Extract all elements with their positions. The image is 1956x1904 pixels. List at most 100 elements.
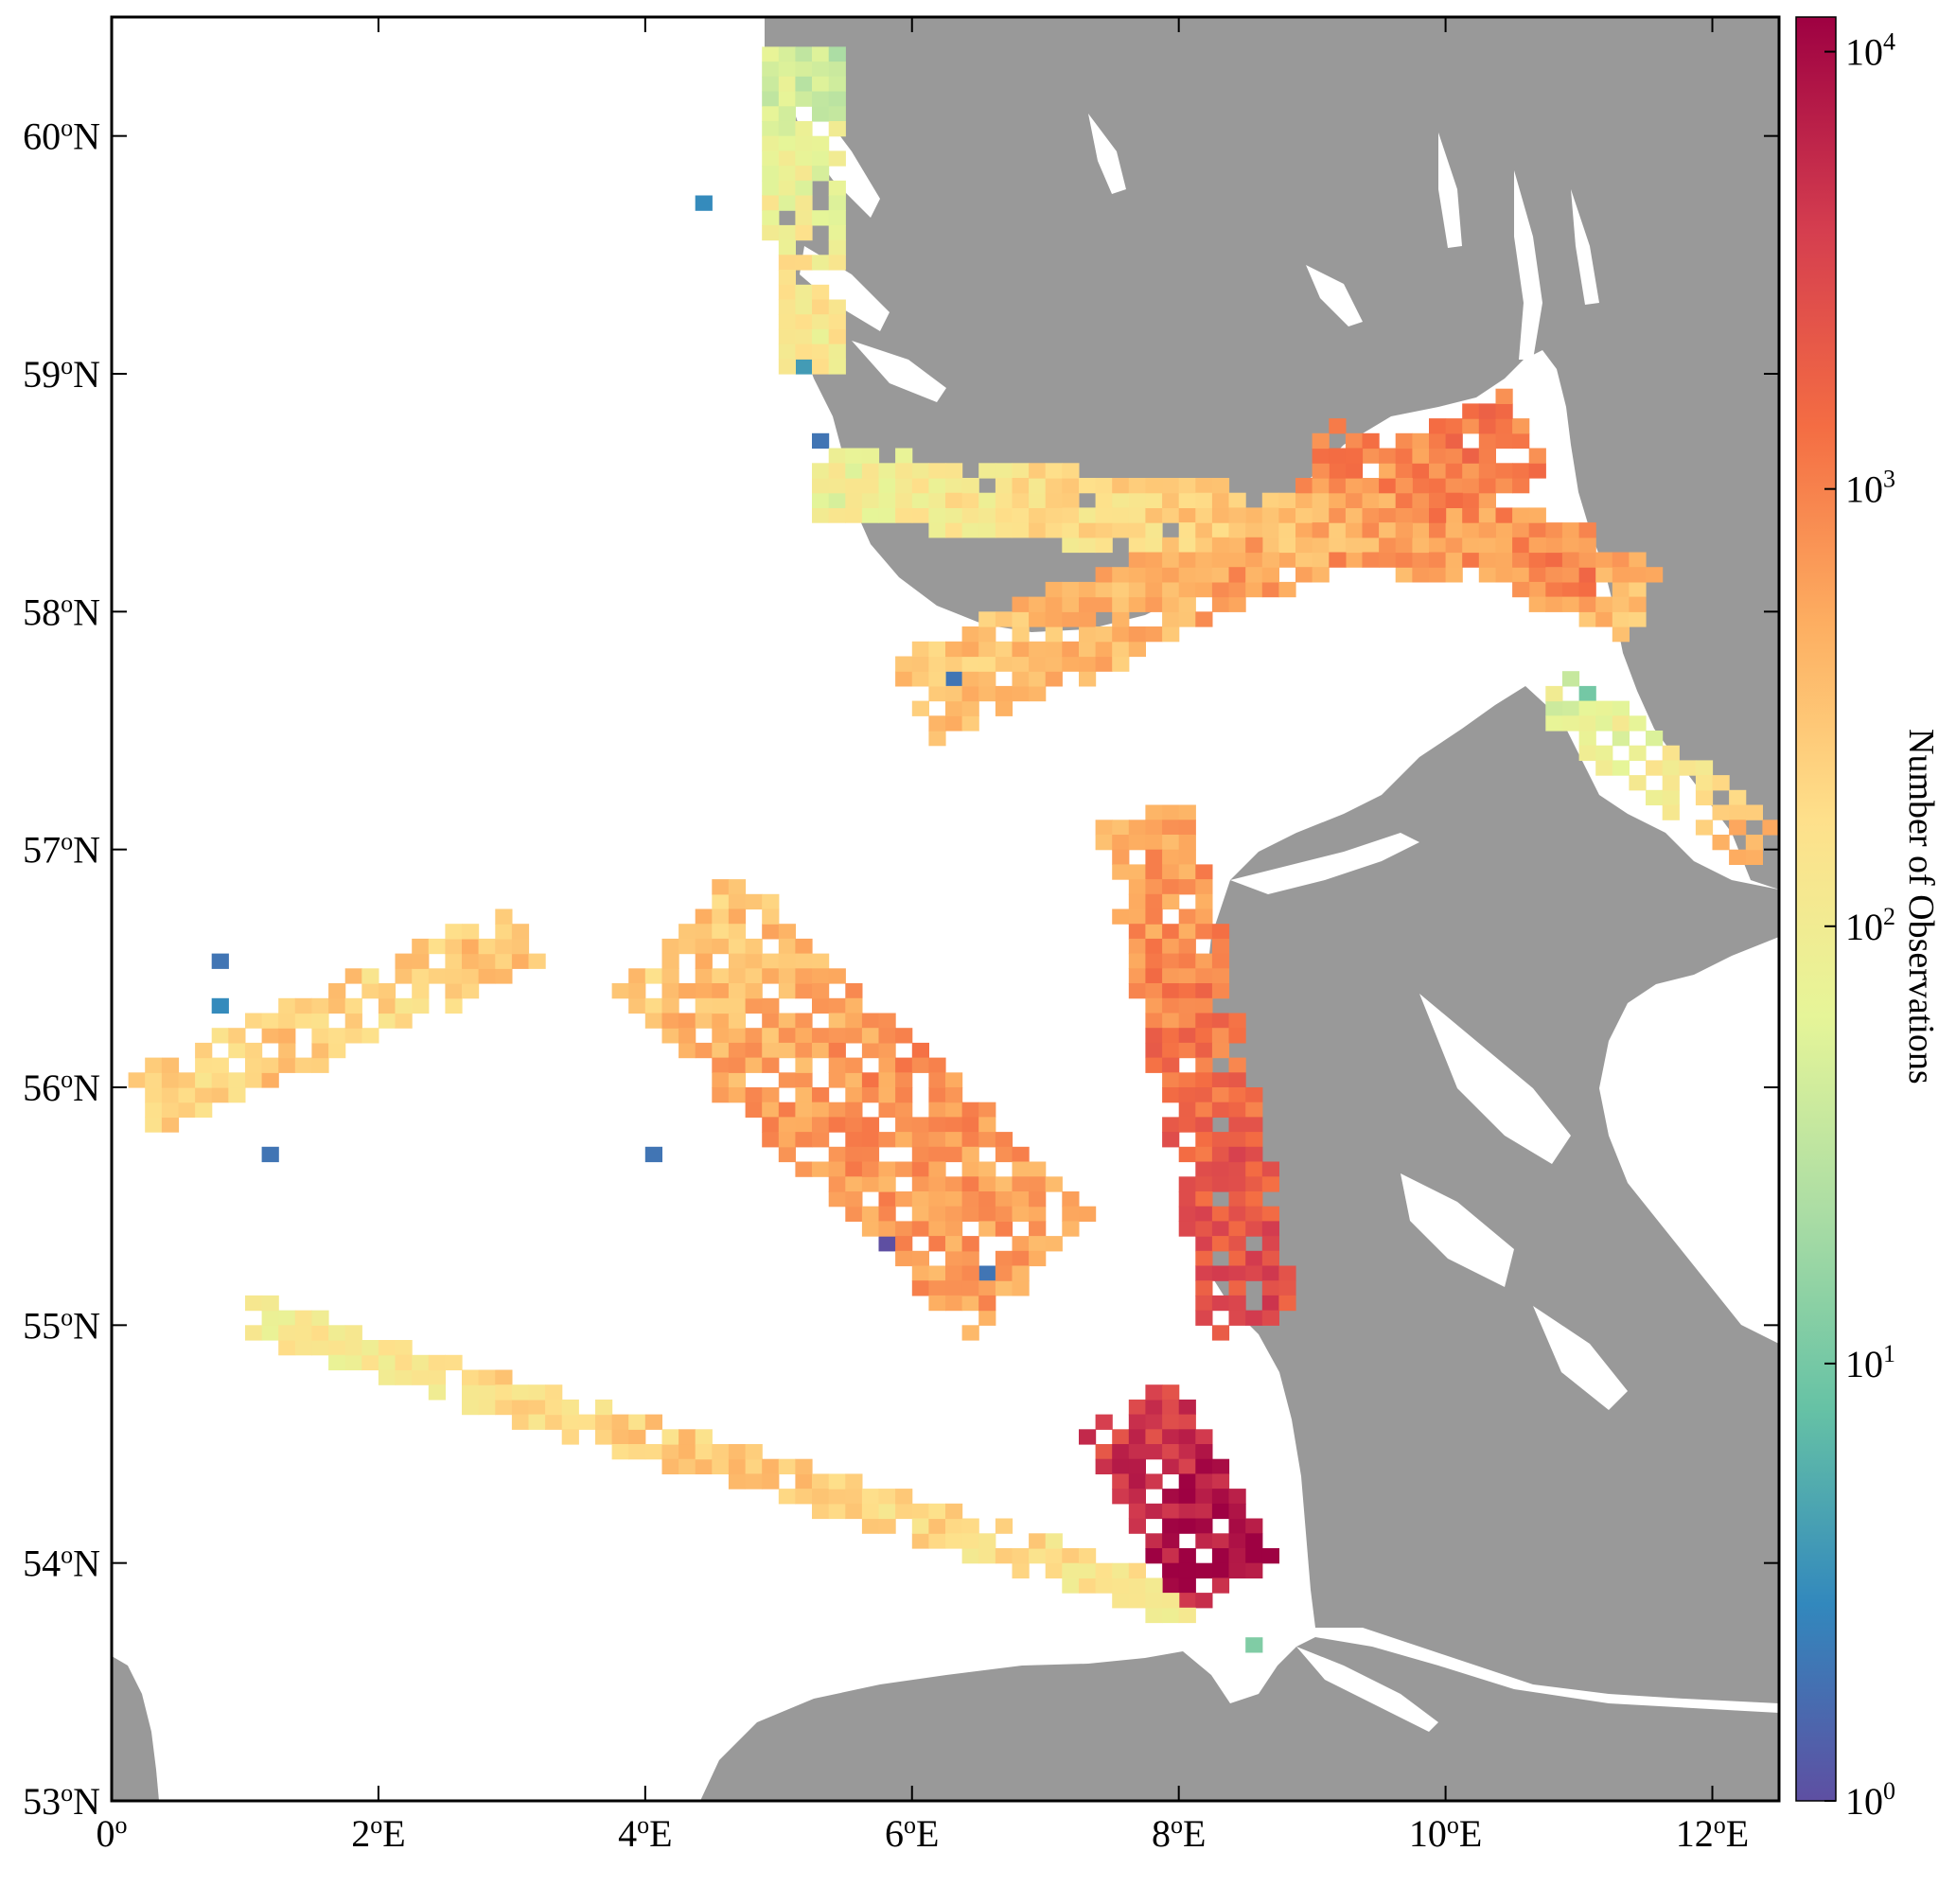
observation-cell [1429,463,1447,479]
observation-cell [1045,596,1063,612]
observation-cell [1195,537,1213,554]
observation-cell [1245,1176,1263,1192]
observation-cell [1512,522,1530,538]
observation-cell [561,1399,579,1416]
observation-cell [961,1250,979,1267]
observation-cell [1162,567,1180,583]
observation-cell [961,1146,979,1163]
observation-cell [1211,953,1230,969]
observation-cell [762,1473,780,1490]
observation-cell [695,1444,713,1460]
observation-cell [1261,1310,1279,1326]
observation-cell [712,1444,730,1460]
observation-cell [1162,1028,1180,1044]
observation-cell [1128,908,1146,925]
observation-cell [712,1087,730,1103]
observation-cell [1012,507,1030,523]
observation-cell [1545,685,1563,702]
observation-cell [978,1117,996,1133]
observation-cell [1178,997,1196,1014]
observation-cell [1695,789,1714,806]
x-tick-label: 6oE [885,1811,939,1855]
observation-cell [778,284,796,301]
observation-cell [1128,478,1146,494]
observation-cell [1162,1444,1180,1460]
observation-cell [762,908,780,925]
observation-cell [462,983,480,999]
observation-cell [1329,418,1347,434]
observation-cell [1429,478,1447,494]
observation-cell [911,1042,929,1059]
observation-cell [245,1295,263,1312]
observation-cell [812,328,830,345]
observation-cell [1329,552,1347,568]
observation-cell [745,1042,763,1059]
observation-cell [595,1429,613,1445]
observation-cell [1178,849,1196,865]
observation-cell [712,924,730,940]
observation-cell [1729,820,1747,836]
observation-cell [1528,507,1546,523]
observation-cell [861,507,880,523]
observation-cell [1211,492,1230,508]
observation-cell [1429,448,1447,464]
observation-cell [795,1132,813,1148]
observation-cell [445,968,463,984]
observation-cell [1261,1295,1279,1312]
observation-cell [1228,1146,1246,1163]
observation-cell [945,1236,963,1252]
observation-cell [812,1161,830,1177]
observation-cell [1128,953,1146,969]
observation-cell [1211,552,1230,568]
x-tick-label: 2oE [351,1811,405,1855]
observation-cell [845,478,863,494]
observation-cell [1445,522,1463,538]
observation-cell [945,1221,963,1237]
observation-cell [1312,432,1330,450]
observation-cell [778,1489,796,1505]
observation-cell [412,983,430,999]
observation-cell [1578,700,1596,716]
observation-cell [778,968,796,984]
observation-cell [928,641,946,658]
observation-cell [1395,432,1413,450]
observation-cell [678,1429,696,1445]
observation-cell [995,1191,1013,1208]
observation-cell [145,1057,163,1073]
observation-cell [478,1399,496,1416]
observation-cell [762,1028,780,1044]
observation-cell-isolated [695,195,713,211]
observation-cell [945,715,963,732]
observation-cell [1045,581,1063,598]
observation-cell [1079,626,1097,643]
observation-cell [762,135,780,151]
observation-cell [1012,1562,1030,1578]
observation-cell [762,224,780,241]
observation-cell [678,1028,696,1044]
observation-cell [1145,849,1163,865]
observation-cell [261,1295,279,1312]
observation-cell [828,507,846,523]
observation-cell [1195,1533,1213,1549]
observation-cell [1095,1414,1113,1430]
observation-cell [961,1518,979,1534]
observation-cell [728,953,747,969]
observation-cell [961,507,979,523]
observation-cell [1379,552,1397,568]
observation-cell [1128,1429,1146,1445]
observation-cell [1445,432,1463,450]
observation-cell [745,983,763,999]
observation-cell [895,1236,913,1252]
observation-cell [895,1132,913,1148]
observation-cell [328,1028,346,1044]
x-tick-label: 0o [97,1811,128,1855]
observation-cell [695,938,713,955]
observation-cell [1345,478,1364,494]
observation-cell [311,1310,329,1326]
observation-cell [1178,1562,1196,1578]
observation-cell [1095,567,1113,583]
observation-cell [1178,492,1196,508]
observation-cell [1295,492,1313,508]
observation-cell [1712,835,1730,851]
observation-cell [861,1042,880,1059]
